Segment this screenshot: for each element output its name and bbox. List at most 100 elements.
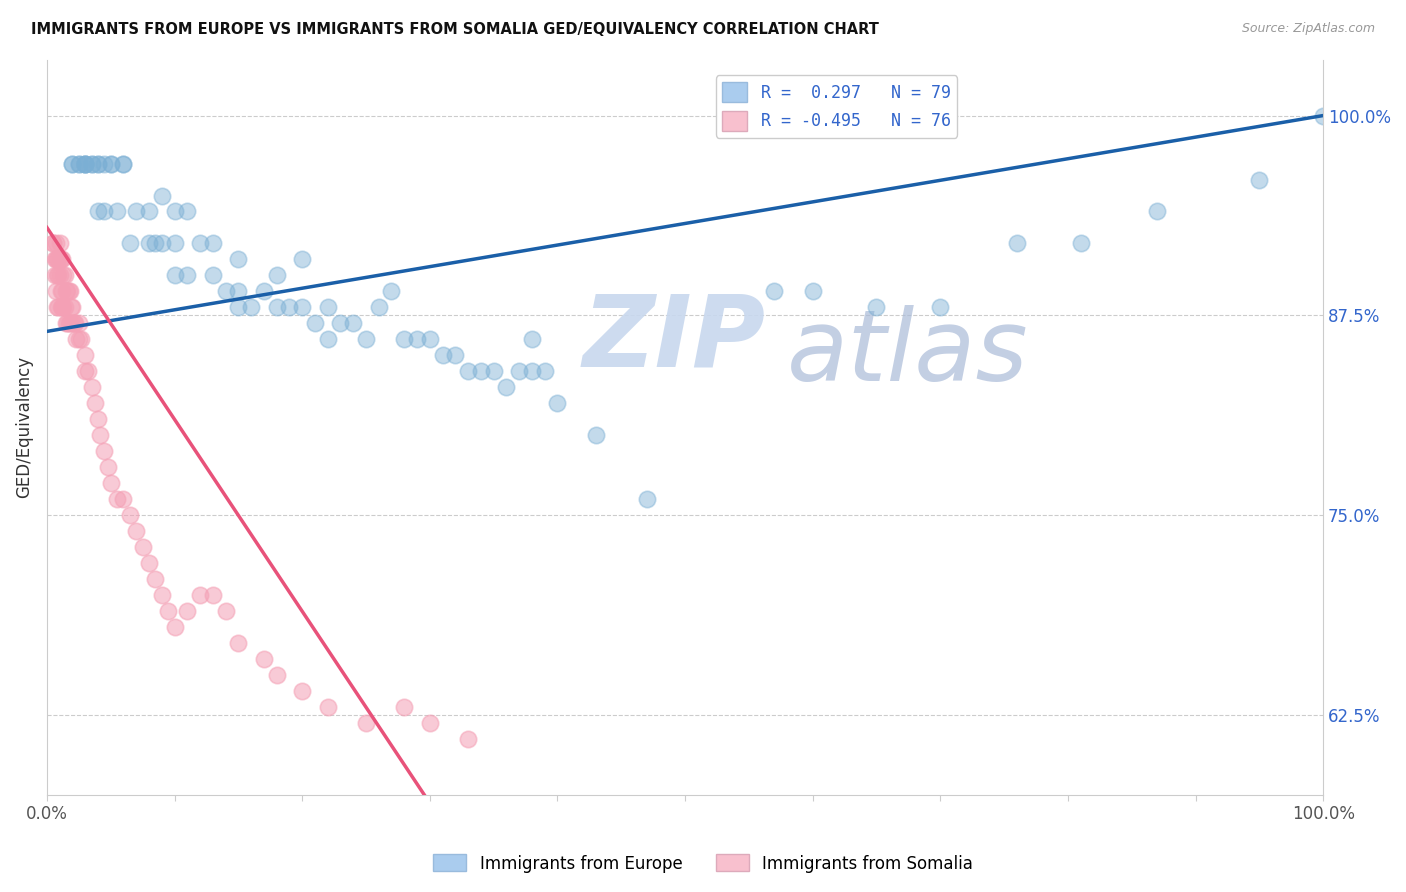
Point (291, 684, 314, 698)
Text: ZIP: ZIP (583, 291, 766, 388)
Point (157, 604, 180, 618)
Point (87, 204, 110, 219)
Point (201, 268, 224, 283)
Point (49, 301, 72, 315)
Point (52, 301, 75, 315)
Point (138, 236, 160, 251)
Point (163, 236, 186, 251)
Point (93, 204, 115, 219)
Point (1070, 236, 1092, 251)
Point (44, 252, 66, 267)
Point (53, 301, 76, 315)
Point (495, 380, 517, 394)
Point (48, 301, 70, 315)
Point (62, 301, 84, 315)
Point (75, 156, 97, 170)
Point (432, 348, 454, 362)
Point (228, 252, 250, 267)
Point (585, 428, 607, 442)
Point (75, 156, 97, 170)
Point (56, 317, 79, 331)
Point (291, 252, 314, 267)
Point (44, 268, 66, 283)
Text: Source: ZipAtlas.com: Source: ZipAtlas.com (1241, 22, 1375, 36)
Point (112, 156, 135, 170)
Point (188, 236, 211, 251)
Point (45, 285, 67, 299)
Point (45, 236, 67, 251)
Point (45, 252, 67, 267)
Text: atlas: atlas (787, 305, 1029, 402)
Point (138, 204, 160, 219)
Point (67, 156, 90, 170)
Point (125, 204, 148, 219)
Point (636, 492, 658, 507)
Point (266, 301, 288, 315)
Point (329, 317, 352, 331)
Point (176, 604, 198, 618)
Point (80, 156, 103, 170)
Point (65, 332, 87, 346)
Point (67, 317, 90, 331)
Legend: Immigrants from Europe, Immigrants from Somalia: Immigrants from Europe, Immigrants from … (426, 847, 980, 880)
Point (84, 396, 107, 410)
Point (188, 588, 211, 602)
Point (100, 156, 122, 170)
Point (1312, 109, 1334, 123)
Point (176, 268, 198, 283)
Point (457, 732, 479, 747)
Point (51, 285, 73, 299)
Point (419, 716, 441, 731)
Point (470, 364, 492, 378)
Point (278, 301, 301, 315)
Point (62, 317, 84, 331)
Point (87, 156, 110, 170)
Point (63, 317, 86, 331)
Point (56, 285, 79, 299)
Point (201, 588, 224, 602)
Point (100, 156, 122, 170)
Point (444, 348, 467, 362)
Point (482, 364, 505, 378)
Point (58, 285, 80, 299)
Point (145, 572, 167, 586)
Point (93, 156, 115, 170)
Point (62, 156, 84, 170)
Point (75, 364, 97, 378)
Point (1146, 204, 1168, 219)
Point (75, 348, 97, 362)
Point (76, 364, 98, 378)
Point (316, 332, 339, 346)
Point (87, 156, 110, 170)
Point (112, 492, 135, 507)
Point (520, 332, 543, 346)
Point (80, 380, 103, 394)
Point (150, 588, 173, 602)
Point (46, 252, 69, 267)
Point (508, 364, 530, 378)
Point (394, 332, 416, 346)
Point (131, 541, 153, 555)
Point (48, 268, 70, 283)
Point (87, 412, 110, 426)
Point (89, 428, 111, 442)
Point (55, 317, 77, 331)
Point (546, 396, 568, 410)
Point (354, 332, 377, 346)
Point (58, 317, 80, 331)
Point (865, 301, 887, 315)
Point (93, 444, 115, 458)
Point (46, 268, 69, 283)
Point (112, 156, 135, 170)
Point (51, 301, 73, 315)
Point (367, 301, 389, 315)
Point (100, 476, 122, 491)
Point (304, 317, 326, 331)
Point (214, 604, 236, 618)
Point (52, 268, 75, 283)
Point (316, 301, 339, 315)
Point (62, 317, 84, 331)
Point (80, 156, 103, 170)
Point (457, 364, 479, 378)
Point (163, 204, 186, 219)
